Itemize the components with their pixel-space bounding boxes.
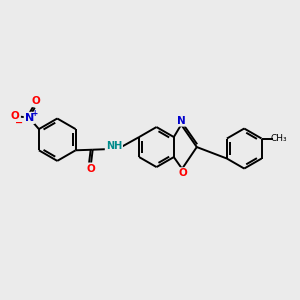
Text: NH: NH: [106, 141, 122, 151]
Text: O: O: [86, 164, 95, 173]
Text: N: N: [177, 116, 186, 126]
Text: −: −: [15, 118, 23, 128]
Text: N: N: [25, 113, 34, 123]
Text: +: +: [31, 109, 37, 118]
Text: O: O: [11, 111, 20, 122]
Text: O: O: [178, 168, 187, 178]
Text: CH₃: CH₃: [271, 134, 287, 143]
Text: O: O: [32, 96, 40, 106]
